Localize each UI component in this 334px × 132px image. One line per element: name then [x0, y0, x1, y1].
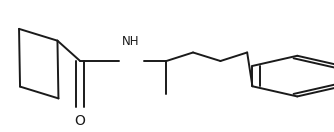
Text: NH: NH: [122, 35, 139, 48]
Text: O: O: [75, 114, 86, 128]
